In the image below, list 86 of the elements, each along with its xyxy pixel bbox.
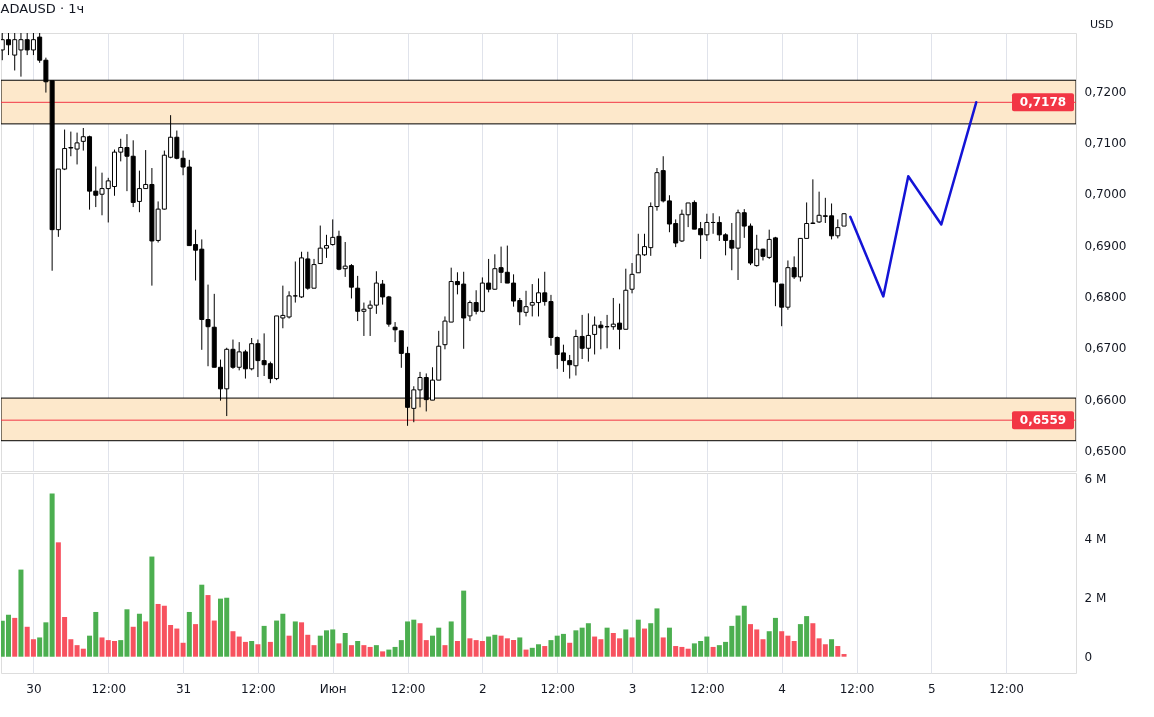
bar (548, 640, 554, 657)
bar (18, 569, 24, 657)
bar (230, 631, 236, 657)
bar (292, 621, 298, 657)
bar (442, 645, 448, 657)
bar (267, 641, 273, 657)
bar (348, 645, 354, 657)
bar (193, 624, 199, 657)
y-tick-label: 0,7100 (1084, 135, 1127, 150)
x-tick-label: 3 (628, 681, 637, 696)
x-tick-label: 12:00 (241, 681, 276, 696)
candlestick (629, 262, 635, 294)
y-tick-label: 0,6700 (1084, 341, 1127, 356)
bar (249, 641, 255, 657)
bar (461, 590, 467, 657)
bar (5, 614, 11, 657)
y-tick-label: 4 M (1084, 531, 1107, 546)
text: USD (1090, 18, 1114, 31)
bar (629, 637, 635, 657)
bar (361, 645, 367, 657)
x-tick-label: 12:00 (390, 681, 426, 696)
x-tick-label: 4 (778, 681, 786, 696)
y-tick-label: 0 (1084, 650, 1093, 665)
bar (380, 651, 386, 657)
ref-line-label: 0,6559 (1019, 413, 1067, 428)
x-tick-label: 30 (26, 681, 42, 696)
x-tick-label: Июн (319, 681, 347, 696)
bar (810, 623, 816, 657)
bar (829, 639, 835, 657)
bar (130, 626, 136, 657)
y-tick-label: 0,7000 (1084, 187, 1127, 202)
bar (448, 621, 454, 657)
bar (49, 493, 55, 657)
y-tick-label: 0,6900 (1084, 238, 1127, 253)
y-tick-label: 0,7200 (1084, 84, 1127, 99)
bar (186, 611, 192, 657)
bar (635, 619, 641, 657)
bar (336, 643, 342, 657)
bar (12, 617, 18, 657)
bar (454, 641, 460, 657)
x-tick-label: 12:00 (989, 681, 1024, 696)
bar (542, 646, 548, 657)
bar (143, 621, 149, 657)
bar (311, 645, 317, 657)
x-tick-label: 12:00 (839, 681, 875, 696)
bar (835, 646, 841, 657)
y-tick-label: 0,6500 (1084, 443, 1127, 458)
x-tick-label: 31 (175, 681, 192, 696)
bar (261, 625, 267, 657)
bar (791, 641, 797, 657)
bar (573, 630, 579, 657)
bar (255, 644, 261, 657)
bar (373, 645, 379, 657)
x-tick-label: 12:00 (91, 681, 127, 696)
y-tick-label: 6 M (1084, 472, 1107, 487)
y-tick-label: 2 M (1084, 590, 1107, 605)
bar (642, 628, 647, 657)
bar (136, 613, 142, 657)
x-tick-label: 5 (928, 681, 936, 696)
y-tick-label: 0,6600 (1084, 392, 1127, 407)
bar (567, 642, 573, 657)
x-tick-label: 12:00 (540, 681, 575, 696)
x-tick-label: 12:00 (690, 681, 725, 696)
bar (467, 638, 473, 657)
x-tick-label: 2 (479, 681, 487, 696)
bar (623, 629, 629, 657)
ref-line-label: 0,7178 (1019, 95, 1067, 110)
candlestick (392, 321, 398, 343)
bar (355, 641, 361, 657)
bar (710, 646, 716, 657)
bar (517, 637, 523, 657)
bar (286, 635, 292, 657)
bar (604, 627, 610, 657)
bar (841, 654, 847, 657)
bar (180, 642, 186, 657)
bar (660, 637, 666, 657)
bar (342, 633, 348, 657)
bar (685, 648, 691, 657)
bar (199, 584, 205, 657)
bar (367, 646, 373, 657)
bar (523, 649, 529, 657)
bar (149, 556, 155, 657)
bar (386, 649, 392, 657)
y-tick-label: 0,6800 (1084, 289, 1127, 304)
bar (666, 627, 672, 657)
chart-title: ADAUSD · 1ч (0, 0, 85, 16)
